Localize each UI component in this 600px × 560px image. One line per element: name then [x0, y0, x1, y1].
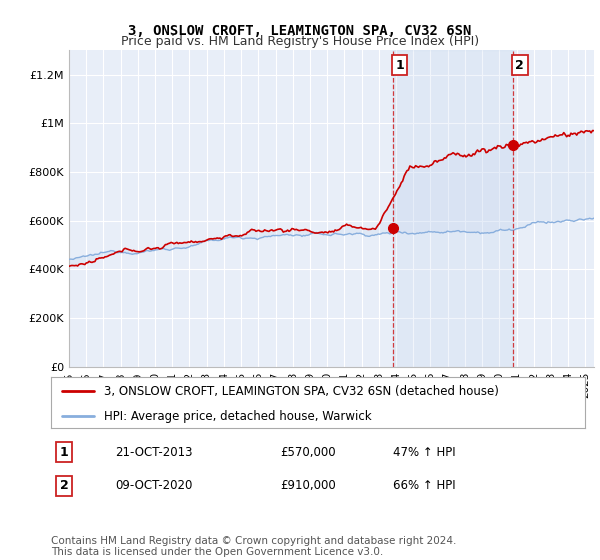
- Text: Contains HM Land Registry data © Crown copyright and database right 2024.
This d: Contains HM Land Registry data © Crown c…: [51, 535, 457, 557]
- Text: 1: 1: [395, 58, 404, 72]
- Text: 47% ↑ HPI: 47% ↑ HPI: [393, 446, 455, 459]
- Text: 1: 1: [60, 446, 69, 459]
- Text: 3, ONSLOW CROFT, LEAMINGTON SPA, CV32 6SN: 3, ONSLOW CROFT, LEAMINGTON SPA, CV32 6S…: [128, 24, 472, 38]
- Text: 2: 2: [515, 58, 524, 72]
- Bar: [392, 50, 513, 367]
- Text: 66% ↑ HPI: 66% ↑ HPI: [393, 479, 455, 492]
- Text: 2: 2: [60, 479, 69, 492]
- Text: £570,000: £570,000: [281, 446, 336, 459]
- Text: 3, ONSLOW CROFT, LEAMINGTON SPA, CV32 6SN (detached house): 3, ONSLOW CROFT, LEAMINGTON SPA, CV32 6S…: [104, 385, 499, 398]
- Text: 21-OCT-2013: 21-OCT-2013: [115, 446, 193, 459]
- Text: HPI: Average price, detached house, Warwick: HPI: Average price, detached house, Warw…: [104, 409, 372, 423]
- Text: 09-OCT-2020: 09-OCT-2020: [115, 479, 193, 492]
- Text: Price paid vs. HM Land Registry's House Price Index (HPI): Price paid vs. HM Land Registry's House …: [121, 35, 479, 48]
- Text: £910,000: £910,000: [281, 479, 337, 492]
